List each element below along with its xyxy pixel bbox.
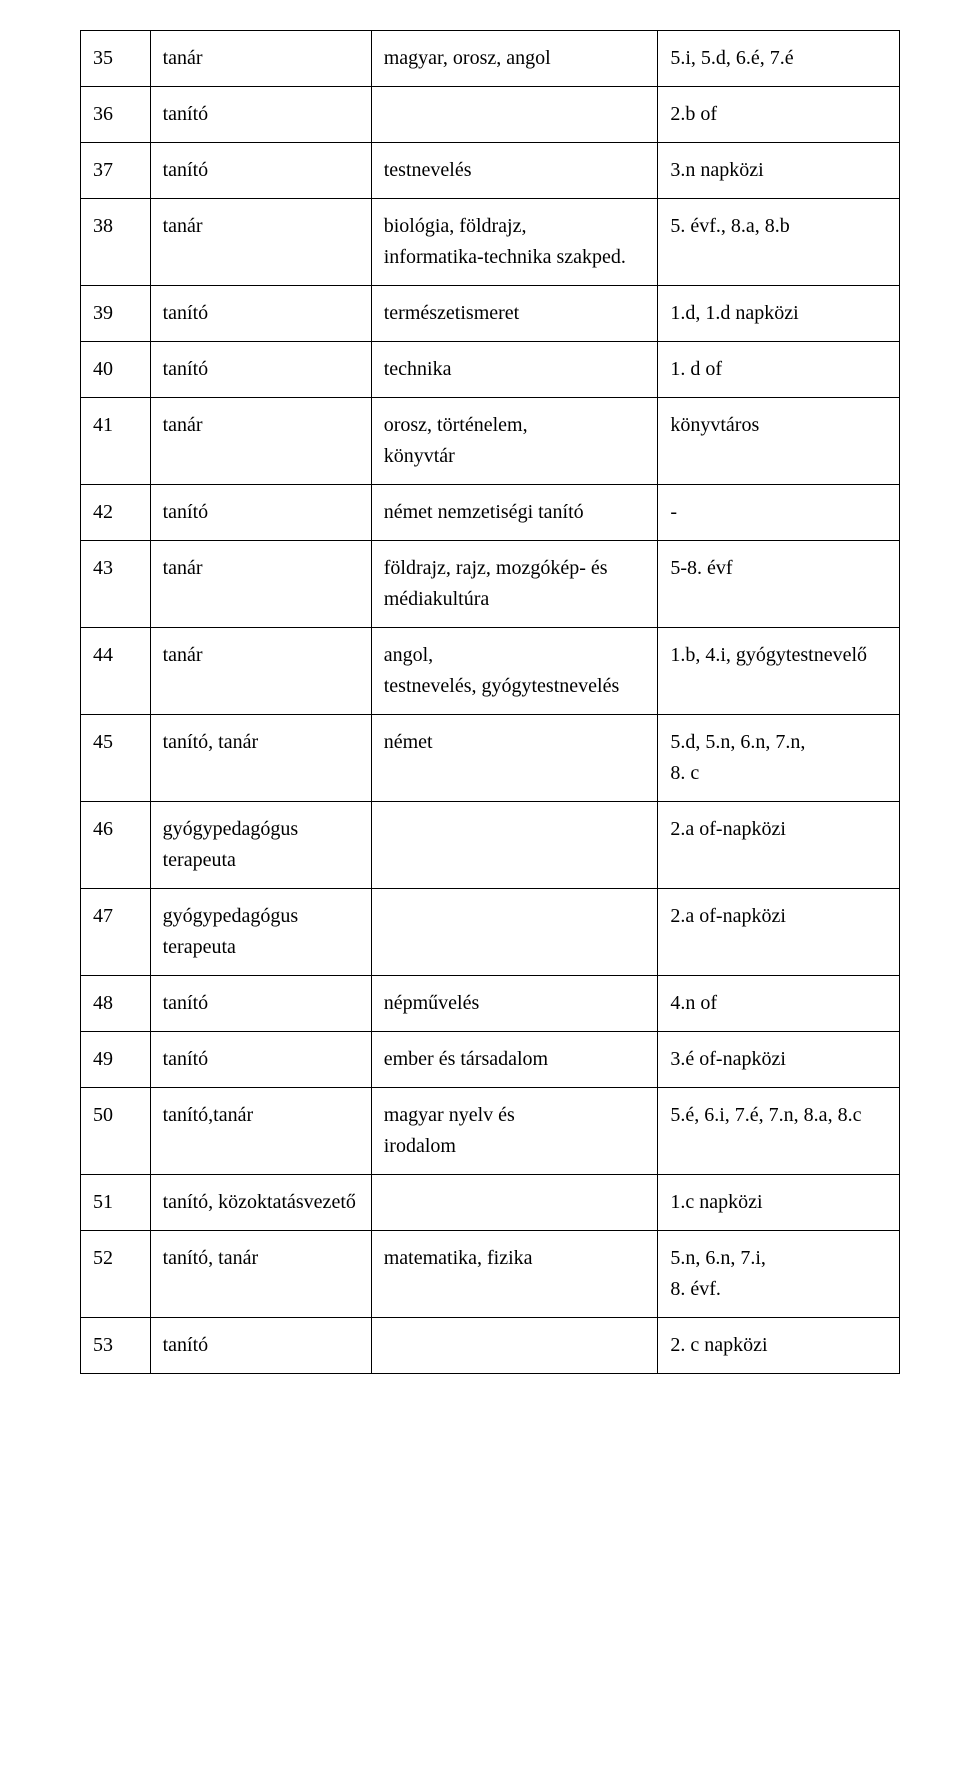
row-number: 48 (81, 976, 151, 1032)
note-cell: 2.b of (658, 87, 900, 143)
table-row: 36tanító 2.b of (81, 87, 900, 143)
role-cell: tanító (150, 1318, 371, 1374)
table-row: 42tanítónémet nemzetiségi tanító- (81, 485, 900, 541)
row-number: 40 (81, 342, 151, 398)
table-row: 38tanárbiológia, földrajz,informatika-te… (81, 199, 900, 286)
role-cell: tanító (150, 87, 371, 143)
row-number: 45 (81, 715, 151, 802)
note-cell: 5.é, 6.i, 7.é, 7.n, 8.a, 8.c (658, 1088, 900, 1175)
role-cell: tanító (150, 342, 371, 398)
row-number: 46 (81, 802, 151, 889)
table-row: 53tanító 2. c napközi (81, 1318, 900, 1374)
table-row: 39tanítótermészetismeret1.d, 1.d napközi (81, 286, 900, 342)
page: 35tanármagyar, orosz, angol5.i, 5.d, 6.é… (0, 0, 960, 1404)
row-number: 41 (81, 398, 151, 485)
role-cell: tanár (150, 628, 371, 715)
table-row: 40tanítótechnika1. d of (81, 342, 900, 398)
role-cell: gyógypedagógusterapeuta (150, 889, 371, 976)
subject-cell (371, 889, 658, 976)
table-row: 48tanítónépművelés4.n of (81, 976, 900, 1032)
table-row: 43tanárföldrajz, rajz, mozgókép- és médi… (81, 541, 900, 628)
subject-cell: orosz, történelem,könyvtár (371, 398, 658, 485)
row-number: 52 (81, 1231, 151, 1318)
row-number: 43 (81, 541, 151, 628)
subject-cell: német (371, 715, 658, 802)
table-row: 52tanító, tanármatematika, fizika5.n, 6.… (81, 1231, 900, 1318)
subject-cell: magyar nyelv ésirodalom (371, 1088, 658, 1175)
row-number: 44 (81, 628, 151, 715)
subject-cell: földrajz, rajz, mozgókép- és médiakultúr… (371, 541, 658, 628)
table-row: 45tanító, tanárnémet5.d, 5.n, 6.n, 7.n,8… (81, 715, 900, 802)
subject-cell: matematika, fizika (371, 1231, 658, 1318)
note-cell: 5.i, 5.d, 6.é, 7.é (658, 31, 900, 87)
note-cell: 4.n of (658, 976, 900, 1032)
subject-cell: technika (371, 342, 658, 398)
role-cell: tanár (150, 541, 371, 628)
note-cell: 2.a of-napközi (658, 802, 900, 889)
note-cell: 1. d of (658, 342, 900, 398)
note-cell: 1.d, 1.d napközi (658, 286, 900, 342)
note-cell: 5.n, 6.n, 7.i,8. évf. (658, 1231, 900, 1318)
row-number: 49 (81, 1032, 151, 1088)
role-cell: tanító, tanár (150, 1231, 371, 1318)
note-cell: 5-8. évf (658, 541, 900, 628)
subject-cell (371, 1175, 658, 1231)
table-row: 47gyógypedagógusterapeuta 2.a of-napközi (81, 889, 900, 976)
note-cell: 3.é of-napközi (658, 1032, 900, 1088)
subject-cell (371, 1318, 658, 1374)
staff-table: 35tanármagyar, orosz, angol5.i, 5.d, 6.é… (80, 30, 900, 1374)
note-cell: 2. c napközi (658, 1318, 900, 1374)
subject-cell: német nemzetiségi tanító (371, 485, 658, 541)
subject-cell: magyar, orosz, angol (371, 31, 658, 87)
table-row: 50tanító,tanármagyar nyelv ésirodalom5.é… (81, 1088, 900, 1175)
row-number: 42 (81, 485, 151, 541)
subject-cell: természetismeret (371, 286, 658, 342)
subject-cell (371, 802, 658, 889)
role-cell: tanító (150, 286, 371, 342)
row-number: 35 (81, 31, 151, 87)
subject-cell (371, 87, 658, 143)
role-cell: tanító, tanár (150, 715, 371, 802)
role-cell: tanár (150, 31, 371, 87)
role-cell: tanító,tanár (150, 1088, 371, 1175)
note-cell: 3.n napközi (658, 143, 900, 199)
subject-cell: ember és társadalom (371, 1032, 658, 1088)
table-body: 35tanármagyar, orosz, angol5.i, 5.d, 6.é… (81, 31, 900, 1374)
table-row: 46gyógypedagógusterapeuta 2.a of-napközi (81, 802, 900, 889)
role-cell: tanító, közoktatásvezető (150, 1175, 371, 1231)
table-row: 44tanárangol,testnevelés, gyógytestnevel… (81, 628, 900, 715)
row-number: 36 (81, 87, 151, 143)
role-cell: tanító (150, 1032, 371, 1088)
row-number: 50 (81, 1088, 151, 1175)
note-cell: könyvtáros (658, 398, 900, 485)
role-cell: tanító (150, 143, 371, 199)
role-cell: gyógypedagógusterapeuta (150, 802, 371, 889)
subject-cell: angol,testnevelés, gyógytestnevelés (371, 628, 658, 715)
note-cell: 1.b, 4.i, gyógytestnevelő (658, 628, 900, 715)
subject-cell: népművelés (371, 976, 658, 1032)
row-number: 47 (81, 889, 151, 976)
note-cell: 5. évf., 8.a, 8.b (658, 199, 900, 286)
note-cell: 5.d, 5.n, 6.n, 7.n,8. c (658, 715, 900, 802)
note-cell: 2.a of-napközi (658, 889, 900, 976)
role-cell: tanító (150, 976, 371, 1032)
table-row: 35tanármagyar, orosz, angol5.i, 5.d, 6.é… (81, 31, 900, 87)
table-row: 49tanítóember és társadalom3.é of-napköz… (81, 1032, 900, 1088)
role-cell: tanár (150, 199, 371, 286)
table-row: 51tanító, közoktatásvezető 1.c napközi (81, 1175, 900, 1231)
note-cell: 1.c napközi (658, 1175, 900, 1231)
table-row: 37tanítótestnevelés3.n napközi (81, 143, 900, 199)
row-number: 39 (81, 286, 151, 342)
subject-cell: biológia, földrajz,informatika-technika … (371, 199, 658, 286)
row-number: 37 (81, 143, 151, 199)
role-cell: tanító (150, 485, 371, 541)
role-cell: tanár (150, 398, 371, 485)
note-cell: - (658, 485, 900, 541)
row-number: 53 (81, 1318, 151, 1374)
row-number: 51 (81, 1175, 151, 1231)
table-row: 41tanárorosz, történelem,könyvtárkönyvtá… (81, 398, 900, 485)
subject-cell: testnevelés (371, 143, 658, 199)
row-number: 38 (81, 199, 151, 286)
